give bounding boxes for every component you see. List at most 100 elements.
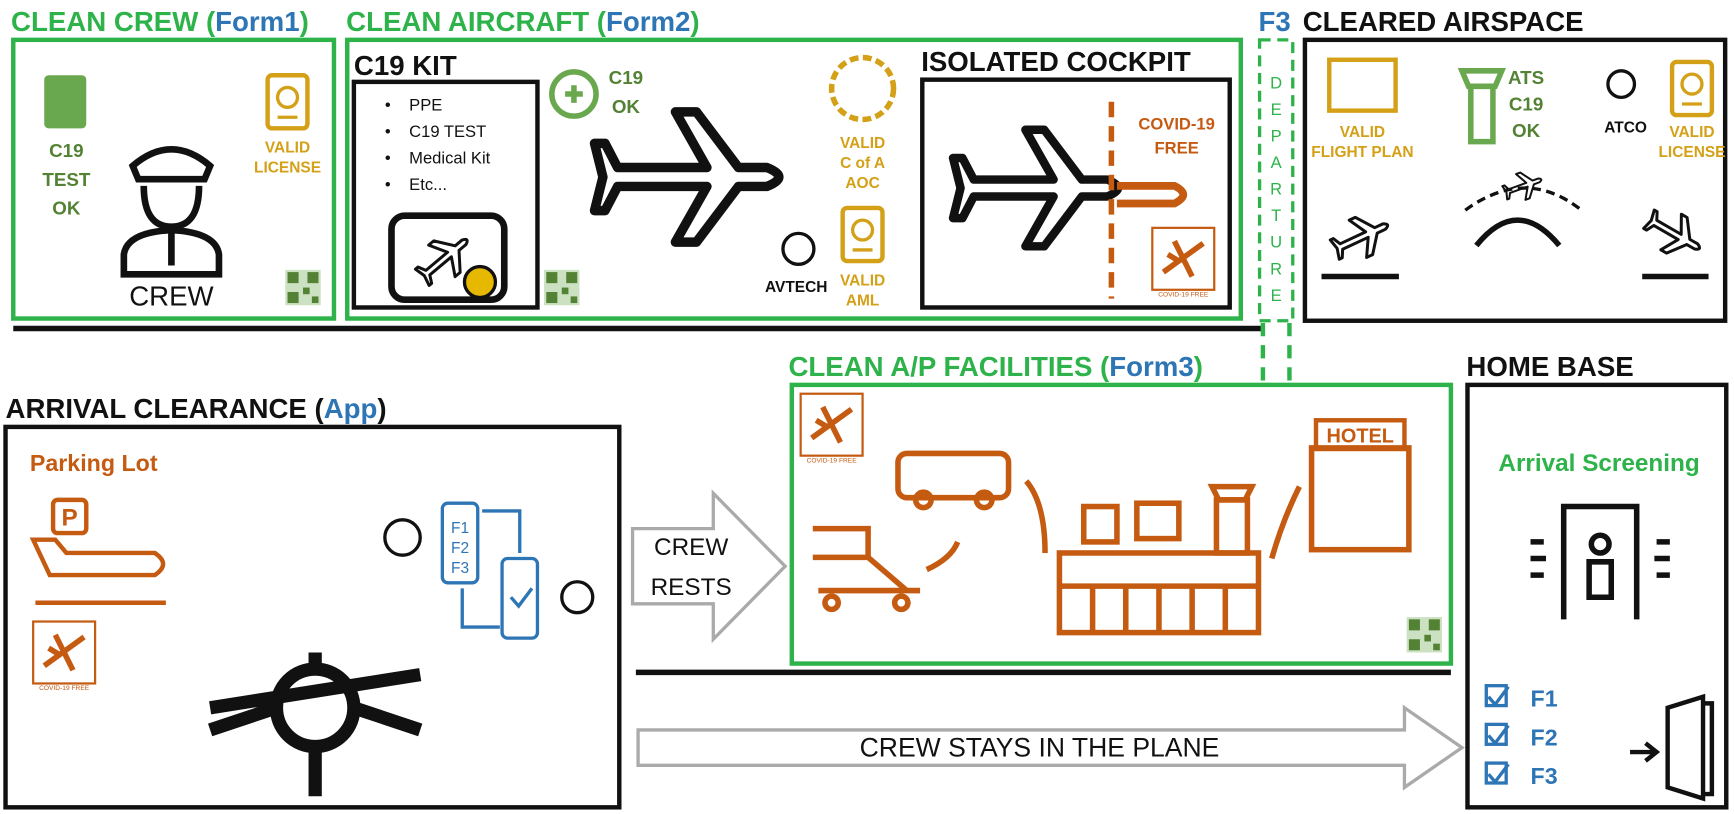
- label: C19: [49, 140, 83, 161]
- path: [1212, 487, 1252, 500]
- rect: [1084, 507, 1117, 542]
- label: C of A: [840, 155, 885, 172]
- scanner-icon: [1531, 507, 1670, 620]
- label: HOTEL: [1327, 425, 1394, 447]
- label: CREW: [654, 534, 728, 561]
- facility-icons: [813, 448, 1409, 633]
- label: OK: [1512, 120, 1541, 141]
- rect: [898, 453, 1009, 497]
- avtech-icon: [783, 233, 814, 264]
- parked-plane: [33, 540, 163, 575]
- label: F2: [451, 540, 469, 557]
- label: VALID: [1340, 124, 1385, 141]
- label: C19: [609, 67, 643, 88]
- path: [144, 186, 199, 227]
- path: [1668, 697, 1712, 799]
- pilot-icon: [562, 582, 593, 613]
- checklist-item: F3: [1531, 763, 1558, 789]
- letter: A: [1271, 153, 1283, 172]
- title-part: ARRIVAL CLEARANCE (: [6, 393, 325, 424]
- stamp-text: COVID-19 FREE: [39, 685, 90, 692]
- tower-icon: [1462, 71, 1502, 142]
- plane-icon: [1500, 167, 1546, 206]
- title-part: CLEAN AIRCRAFT (: [346, 6, 607, 37]
- letter: E: [1271, 286, 1282, 305]
- section-title: CLEAN AIRCRAFT (Form2): [346, 6, 700, 37]
- subtitle: C19 KIT: [354, 50, 457, 81]
- atco-icon: [1608, 71, 1635, 98]
- pilot-icon: [124, 149, 219, 274]
- label: F3: [451, 560, 469, 577]
- form-tag: App: [324, 393, 378, 424]
- label: OK: [612, 96, 641, 117]
- rect: [1312, 448, 1409, 550]
- circle: [1591, 535, 1609, 553]
- title-part: ): [377, 393, 386, 424]
- plane-front-icon: [210, 653, 420, 797]
- section-title: F3: [1258, 6, 1290, 37]
- circle: [895, 596, 908, 609]
- label: Arrival Screening: [1498, 450, 1699, 477]
- qr-code: [285, 270, 320, 305]
- title-part: CLEAN A/P FACILITIES (: [788, 351, 1110, 382]
- rect: [1216, 500, 1247, 553]
- cockpit-highlight: [1117, 186, 1183, 204]
- icon: [44, 75, 86, 128]
- section-title: HOME BASE: [1466, 351, 1633, 382]
- label: ATCO: [1604, 120, 1647, 137]
- flight-plan-icon: [1329, 60, 1395, 111]
- path: [1630, 743, 1657, 761]
- label: VALID: [1669, 124, 1714, 141]
- takeoff-icon: [1326, 206, 1396, 268]
- form-tag: Form1: [215, 6, 299, 37]
- gear-icon: [832, 58, 894, 120]
- bullet: •: [385, 122, 391, 141]
- label: AVTECH: [765, 279, 827, 296]
- label: LICENSE: [254, 160, 321, 177]
- stamp-text: COVID-19 FREE: [1158, 291, 1209, 298]
- landing-icon: [1639, 201, 1710, 266]
- label: TEST: [42, 169, 91, 190]
- form-tag: Form3: [1109, 351, 1193, 382]
- label: Parking Lot: [30, 450, 158, 476]
- bullet: •: [385, 175, 391, 194]
- letter: P: [1271, 127, 1282, 146]
- letter: R: [1270, 180, 1282, 199]
- phone: [502, 559, 537, 639]
- page: {"clean_crew":{"title":["CLEAN CREW (","…: [0, 0, 1734, 814]
- qr-code: [1407, 617, 1442, 652]
- label: VALID: [840, 135, 885, 152]
- letter: D: [1270, 74, 1282, 93]
- label: FREE: [1155, 139, 1199, 158]
- cross: [565, 85, 583, 103]
- icon: [843, 208, 883, 261]
- icon: [268, 75, 308, 128]
- letter: T: [1271, 206, 1281, 225]
- path: [1059, 586, 1258, 632]
- circle: [825, 596, 838, 609]
- globe: [1476, 220, 1559, 245]
- letter: R: [1270, 259, 1282, 278]
- label: P: [62, 504, 78, 531]
- checklist-item: F1: [1531, 686, 1558, 712]
- label: FLIGHT PLAN: [1311, 144, 1413, 161]
- rect: [1137, 503, 1179, 538]
- title-part: ): [300, 6, 309, 37]
- label: COVID-19: [1138, 114, 1214, 133]
- route: [1465, 188, 1581, 210]
- label: VALID: [265, 140, 310, 157]
- title-part: ): [1194, 351, 1203, 382]
- stamp-text: COVID-19 FREE: [807, 457, 858, 464]
- section-title: CLEARED AIRSPACE: [1303, 6, 1584, 37]
- item: PPE: [409, 96, 442, 115]
- connector: [1263, 323, 1290, 383]
- diagram: CLEAN CREW (Form1) C19 TEST OK VALID LIC…: [0, 0, 1734, 814]
- label: C19: [1509, 94, 1543, 115]
- label: AOC: [845, 175, 879, 192]
- kit-list: •PPE •C19 TEST •Medical Kit •Etc...: [385, 96, 491, 195]
- label: LICENSE: [1658, 144, 1725, 161]
- label: OK: [52, 198, 81, 219]
- item: Medical Kit: [409, 149, 490, 168]
- label: VALID: [840, 272, 885, 289]
